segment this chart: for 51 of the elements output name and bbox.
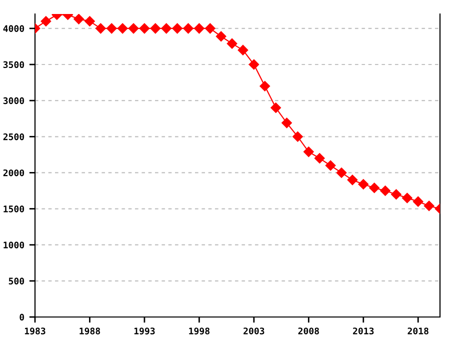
point — [139, 23, 150, 34]
x-tick-label: 2018 — [408, 328, 428, 334]
point — [325, 160, 336, 171]
point — [412, 196, 424, 207]
x-tick-label: 2013 — [353, 328, 374, 334]
point — [391, 189, 402, 200]
point — [248, 59, 260, 70]
point — [336, 168, 347, 178]
x-tick-label: 1983 — [24, 328, 46, 334]
y-tick-label: 1500 — [4, 206, 24, 212]
point — [96, 23, 106, 34]
point — [347, 174, 358, 186]
point — [314, 153, 325, 164]
point — [270, 102, 281, 113]
point — [292, 132, 303, 142]
point — [150, 23, 161, 34]
x-tick-label: 2008 — [298, 328, 319, 334]
x-tick-label: 1988 — [80, 328, 100, 334]
point — [260, 81, 270, 92]
point — [128, 23, 139, 34]
y-tick-label: 0 — [20, 314, 24, 321]
point — [238, 44, 248, 56]
point — [282, 118, 292, 128]
point — [205, 23, 216, 34]
point — [194, 23, 204, 34]
x-tick-label: 1998 — [189, 328, 210, 334]
point — [74, 14, 84, 24]
point — [106, 23, 117, 34]
x-tick-label: 1993 — [134, 328, 155, 334]
point — [161, 23, 172, 34]
y-tick-label: 3500 — [3, 61, 24, 68]
point — [172, 23, 182, 34]
y-tick-label: 2000 — [3, 169, 24, 176]
point — [216, 31, 226, 42]
point — [40, 16, 52, 26]
point — [358, 179, 368, 190]
point — [304, 146, 314, 157]
point — [183, 23, 194, 34]
y-tick-label: 4000 — [3, 25, 24, 32]
point — [424, 200, 434, 212]
y-tick-label: 2500 — [3, 133, 24, 140]
point — [369, 182, 380, 193]
y-tick-label: 3000 — [3, 97, 24, 104]
point — [117, 23, 128, 34]
point — [226, 38, 238, 49]
x-tick-label: 2003 — [244, 328, 264, 334]
point — [402, 192, 412, 204]
point — [380, 186, 390, 196]
y-tick-label: 500 — [8, 278, 24, 284]
point — [84, 16, 95, 26]
y-tick-label: 1000 — [4, 242, 24, 248]
